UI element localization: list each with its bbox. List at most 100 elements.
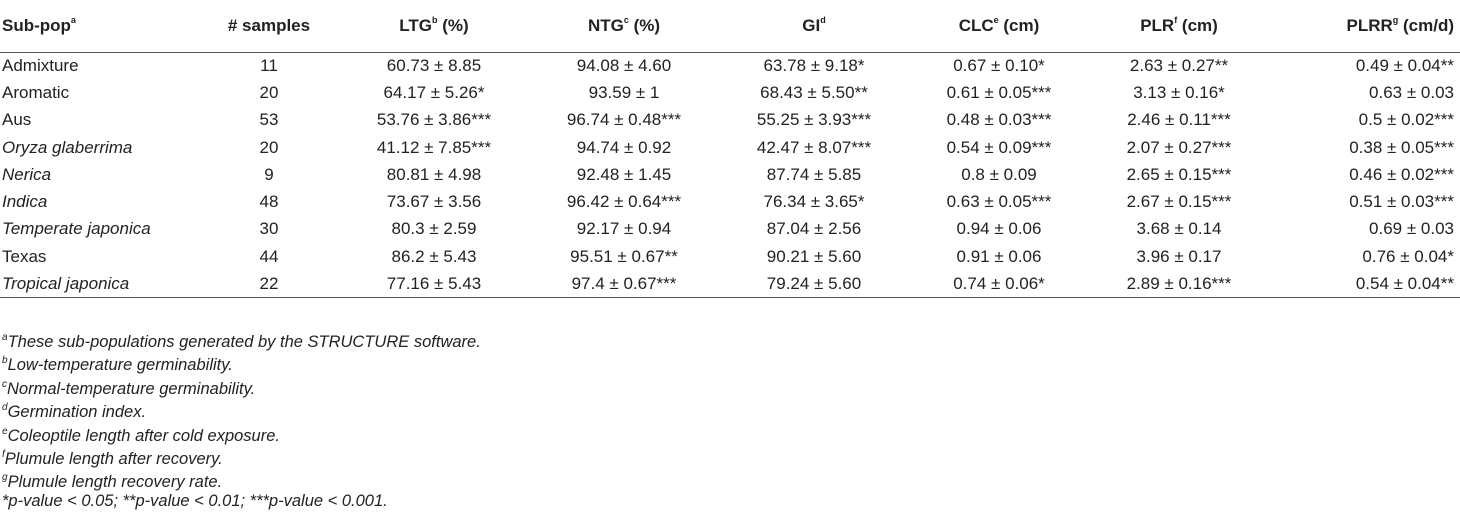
footnote-text: Germination index. xyxy=(7,403,147,422)
cell-clc: 0.54 ± 0.09*** xyxy=(946,137,1052,157)
header-label: Sub-pop xyxy=(2,16,71,36)
table-row: Indica 48 73.67 ± 3.56 96.42 ± 0.64*** 76.34… xyxy=(0,188,1460,215)
cell-clc: 0.94 ± 0.06 xyxy=(956,219,1042,239)
data-table: Sub-popa # samples LTGb (%) NTGc (%) GId… xyxy=(0,0,1460,299)
table-row: Tropical japonica 22 77.16 ± 5.43 97.4 ± 0.… xyxy=(0,270,1460,299)
footnote: fPlumule length after recovery. xyxy=(2,443,481,468)
header-unit: (%) xyxy=(437,16,469,36)
cell-plrr: 0.51 ± 0.03*** xyxy=(1349,192,1454,212)
footnote: eColeoptile length after cold exposure. xyxy=(2,420,481,445)
cell-ltg: 80.81 ± 4.98 xyxy=(386,164,482,184)
cell-sub-pop: Temperate japonica xyxy=(2,219,151,239)
cell-ltg: 41.12 ± 7.85*** xyxy=(376,137,492,157)
header-unit: (cm) xyxy=(998,16,1040,36)
cell-gi: 76.34 ± 3.65* xyxy=(763,192,865,212)
cell-ltg: 73.67 ± 3.56 xyxy=(386,192,482,212)
header-sup: d xyxy=(820,15,826,26)
header-samples: # samples xyxy=(200,0,340,53)
footnote: cNormal-temperature germinability. xyxy=(2,373,481,398)
cell-ltg: 64.17 ± 5.26* xyxy=(383,82,485,102)
cell-plrr: 0.63 ± 0.03 xyxy=(1369,82,1454,102)
table-row: Aus 53 53.76 ± 3.86*** 96.74 ± 0.48*** 55.25… xyxy=(0,107,1460,134)
cell-plr: 3.13 ± 0.16* xyxy=(1133,82,1225,102)
cell-ntg: 97.4 ± 0.67*** xyxy=(530,270,720,299)
footnote-marker: g xyxy=(2,472,8,484)
header-label: NTG xyxy=(587,16,624,36)
header-label: LTG xyxy=(399,16,433,36)
cell-ltg: 60.73 ± 8.85 xyxy=(386,55,482,75)
header-row: Sub-popa # samples LTGb (%) NTGc (%) GId… xyxy=(0,0,1460,53)
cell-ntg: 92.48 ± 1.45 xyxy=(576,164,672,184)
cell-plr: 2.89 ± 0.16*** xyxy=(1090,270,1270,299)
header-sup: g xyxy=(1392,15,1399,26)
footnote-marker: a xyxy=(2,332,8,343)
footnote-text: These sub-populations generated by the S… xyxy=(7,333,481,351)
cell-gi: 90.21 ± 5.60 xyxy=(766,246,862,266)
footnote-text: *p-value < 0.05; **p-value < 0.01; ***p-… xyxy=(2,491,388,510)
cell-ntg: 93.59 ± 1 xyxy=(588,82,660,102)
cell-ntg: 94.08 ± 4.60 xyxy=(576,55,672,75)
header-sub-pop: Sub-popa xyxy=(0,0,200,53)
cell-samples: 9 xyxy=(264,164,274,184)
cell-ntg: 95.51 ± 0.67** xyxy=(570,246,678,266)
cell-samples: 53 xyxy=(259,110,279,130)
header-unit: (cm) xyxy=(1177,16,1218,36)
cell-sub-pop: Admixture xyxy=(2,55,79,75)
header-clc: CLCe (cm) xyxy=(910,0,1090,53)
header-label: PLR xyxy=(1140,16,1175,36)
header-label: GI xyxy=(802,16,821,36)
cell-plrr: 0.54 ± 0.04** xyxy=(1270,270,1460,299)
table-row: Oryza glaberrima 20 41.12 ± 7.85*** 94.74 ±… xyxy=(0,134,1460,161)
footnote: dGermination index. xyxy=(2,396,481,422)
header-label: CLC xyxy=(958,16,994,36)
header-unit: (cm/d) xyxy=(1398,16,1454,36)
cell-ltg: 53.76 ± 3.86*** xyxy=(376,110,492,130)
header-sup: f xyxy=(1174,15,1178,26)
footnote-text: Low-temperature germinability. xyxy=(7,356,233,375)
cell-gi: 79.24 ± 5.60 xyxy=(720,270,910,299)
cell-sub-pop: Nerica xyxy=(2,164,52,184)
cell-plr: 2.63 ± 0.27** xyxy=(1129,55,1229,75)
header-plrr: PLRRg (cm/d) xyxy=(1270,0,1460,53)
cell-plrr: 0.38 ± 0.05*** xyxy=(1349,137,1454,157)
cell-gi: 87.74 ± 5.85 xyxy=(766,164,862,184)
cell-gi: 55.25 ± 3.93*** xyxy=(756,110,872,130)
footnote-text: Coleoptile length after cold exposure. xyxy=(7,426,280,445)
cell-clc: 0.8 ± 0.09 xyxy=(961,164,1037,184)
footnote: aThese sub-populations generated by the … xyxy=(2,326,481,351)
table-body: Admixture 11 60.73 ± 8.85 94.08 ± 4.60 63.78… xyxy=(0,52,1460,299)
cell-gi: 42.47 ± 8.07*** xyxy=(756,137,872,157)
cell-plr: 2.07 ± 0.27*** xyxy=(1126,137,1232,157)
cell-samples: 22 xyxy=(200,270,340,299)
cell-plrr: 0.49 ± 0.04** xyxy=(1355,55,1454,75)
table-row: Admixture 11 60.73 ± 8.85 94.08 ± 4.60 63.78… xyxy=(0,52,1460,79)
cell-plr: 2.46 ± 0.11*** xyxy=(1127,110,1231,130)
cell-ntg: 96.74 ± 0.48*** xyxy=(566,110,682,130)
cell-sub-pop: Texas xyxy=(2,246,47,266)
header-sup: e xyxy=(993,15,999,26)
cell-clc: 0.61 ± 0.05*** xyxy=(946,82,1052,102)
table-row: Aromatic 20 64.17 ± 5.26* 93.59 ± 1 68.43 ± … xyxy=(0,79,1460,106)
header-plr: PLRf (cm) xyxy=(1090,0,1270,53)
cell-samples: 48 xyxy=(259,192,279,212)
footnote-text: Normal-temperature germinability. xyxy=(7,379,256,398)
footnote-marker: d xyxy=(2,402,8,414)
footnote: gPlumule length recovery rate. xyxy=(2,466,481,491)
header-label: # samples xyxy=(227,15,311,35)
cell-ltg: 80.3 ± 2.59 xyxy=(391,219,477,239)
cell-plr: 2.65 ± 0.15*** xyxy=(1126,164,1232,184)
footnote: *p-value < 0.05; **p-value < 0.01; ***p-… xyxy=(2,490,481,513)
footnote-marker: b xyxy=(2,355,8,367)
cell-plrr: 0.5 ± 0.02*** xyxy=(1358,110,1454,130)
cell-plrr: 0.69 ± 0.03 xyxy=(1369,219,1454,239)
table-row: Temperate japonica 30 80.3 ± 2.59 92.17 ± 0… xyxy=(0,216,1460,243)
cell-samples: 30 xyxy=(259,219,279,239)
cell-sub-pop: Tropical japonica xyxy=(0,270,200,299)
cell-ltg: 77.16 ± 5.43 xyxy=(340,270,530,299)
cell-ntg: 96.42 ± 0.64*** xyxy=(566,192,682,212)
cell-sub-pop: Aromatic xyxy=(2,82,70,102)
header-sup: c xyxy=(623,15,629,26)
footnote-marker: f xyxy=(2,448,5,460)
footnote-marker: e xyxy=(2,425,8,437)
